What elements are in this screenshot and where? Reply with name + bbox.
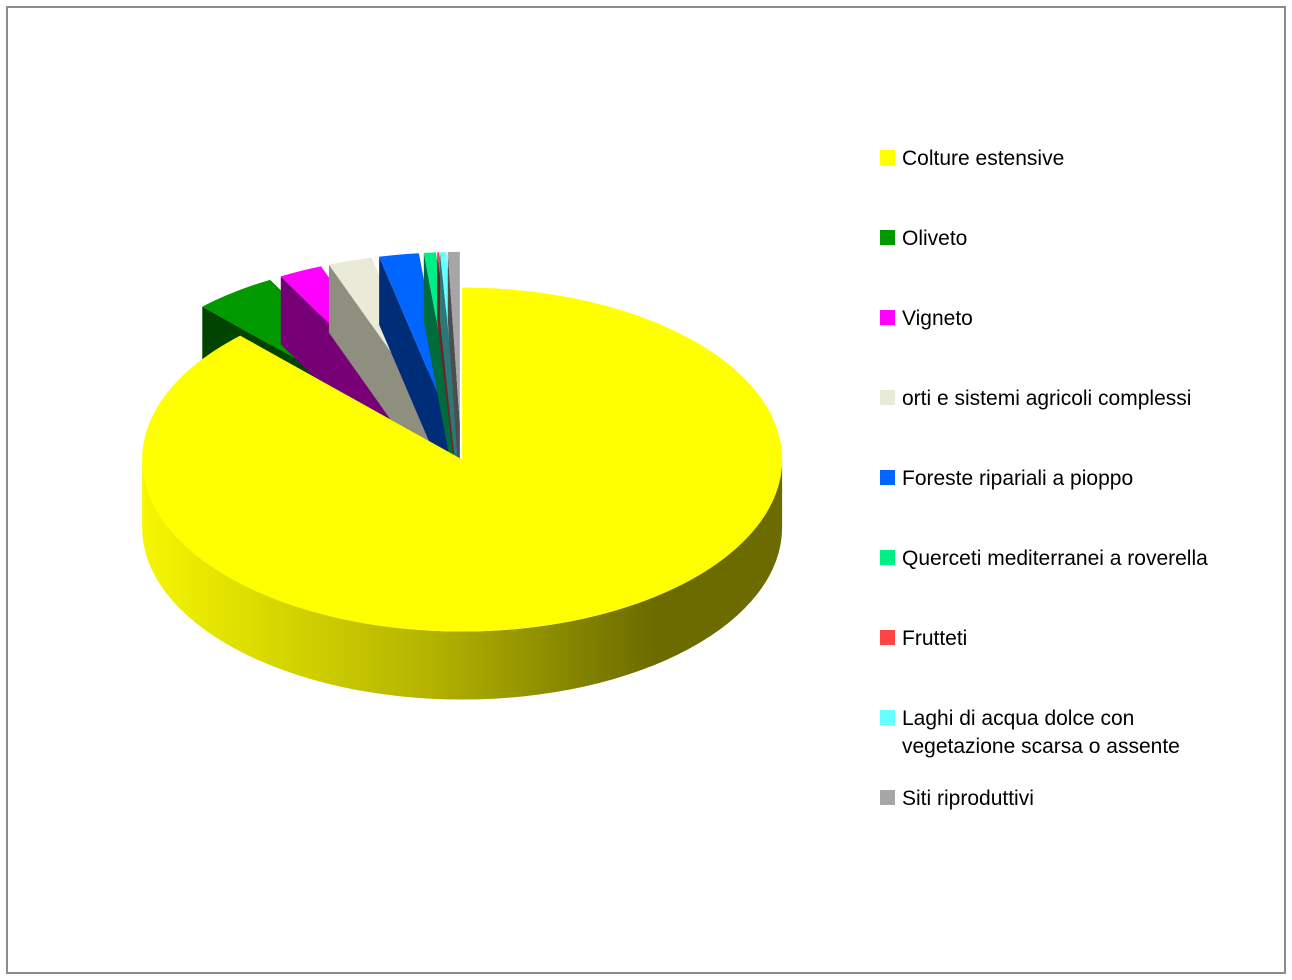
pie-layer	[142, 251, 783, 700]
legend-item-2: Vigneto	[880, 307, 973, 330]
legend-swatch-5	[880, 550, 895, 565]
legend-swatch-7	[880, 710, 895, 725]
legend-label-1: Oliveto	[902, 227, 967, 250]
legend-item-3: orti e sistemi agricoli complessi	[880, 387, 1191, 410]
legend-label-8: Siti riproduttivi	[902, 787, 1034, 810]
legend-label-7-line-0: Laghi di acqua dolce con	[902, 707, 1134, 730]
legend-swatch-0	[880, 150, 895, 165]
legend-item-7: Laghi di acqua dolce con vegetazione scar…	[880, 707, 1180, 758]
legend-label-0: Colture estensive	[902, 147, 1064, 170]
pie-slice-0	[142, 287, 783, 700]
legend-item-8: Siti riproduttivi	[880, 787, 1034, 810]
pie-slice-wall-5-0	[423, 252, 456, 493]
pie-slice-8	[447, 251, 460, 492]
legend-label-5: Querceti mediterranei a roverella	[902, 547, 1208, 570]
legend: Colture estensive Oliveto Vigneto orti e si…	[880, 147, 1208, 810]
pie-slice-top-4	[379, 253, 451, 425]
legend-swatch-4	[880, 470, 895, 485]
pie-slice-rim-0	[142, 459, 783, 700]
pie-slice-wall-8-0	[447, 252, 460, 492]
pie-slice-wall-4-0	[379, 256, 451, 493]
legend-swatch-2	[880, 310, 895, 325]
pie-slice-top-8	[447, 251, 460, 424]
legend-label-6: Frutteti	[902, 627, 967, 650]
legend-item-1: Oliveto	[880, 227, 967, 250]
legend-item-6: Frutteti	[880, 627, 967, 650]
legend-swatch-3	[880, 390, 895, 405]
legend-label-3: orti e sistemi agricoli complessi	[902, 387, 1191, 410]
legend-item-4: Foreste ripariali a pioppo	[880, 467, 1133, 490]
legend-swatch-8	[880, 790, 895, 805]
legend-label-2: Vigneto	[902, 307, 973, 330]
legend-item-0: Colture estensive	[880, 147, 1064, 170]
pie-slice-top-0	[142, 287, 783, 632]
legend-label-7-line-1: vegetazione scarsa o assente	[902, 735, 1180, 758]
legend-item-5: Querceti mediterranei a roverella	[880, 547, 1208, 570]
legend-swatch-1	[880, 230, 895, 245]
legend-label-4: Foreste ripariali a pioppo	[902, 467, 1133, 490]
legend-swatch-6	[880, 630, 895, 645]
pie-slice-wall-7-0	[439, 252, 459, 492]
